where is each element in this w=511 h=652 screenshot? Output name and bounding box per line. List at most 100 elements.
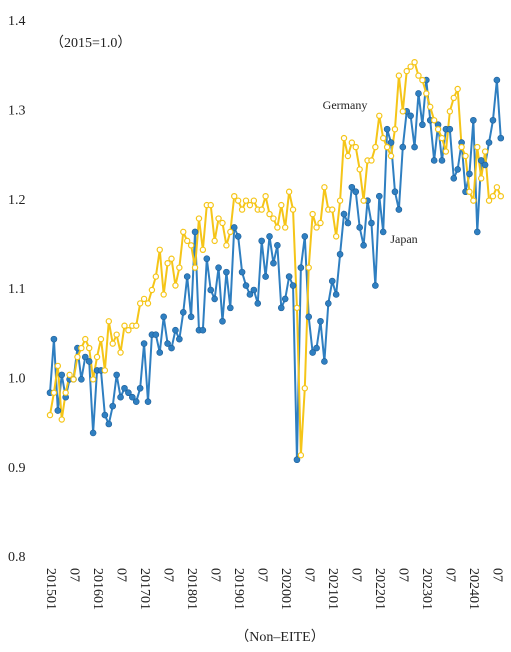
data-point — [399, 108, 406, 115]
data-point — [411, 59, 418, 66]
data-point — [164, 340, 171, 347]
data-point — [485, 139, 493, 146]
data-point — [383, 125, 391, 133]
data-point — [368, 157, 375, 164]
data-point — [227, 228, 234, 236]
data-point — [493, 76, 501, 84]
data-point — [172, 282, 179, 289]
data-point — [419, 121, 426, 129]
data-point — [309, 210, 316, 218]
data-point — [387, 139, 395, 146]
data-point — [250, 197, 258, 204]
data-point — [262, 192, 269, 200]
x-tick-label: 07 — [254, 568, 269, 582]
data-point — [493, 184, 501, 191]
data-point — [478, 175, 485, 182]
data-point — [242, 282, 250, 289]
data-point — [289, 282, 297, 289]
data-point — [82, 335, 89, 343]
data-point — [62, 389, 69, 396]
data-point — [136, 384, 144, 392]
data-point — [403, 67, 410, 75]
data-point — [117, 349, 124, 356]
data-point — [78, 376, 85, 383]
x-tick-label: 201801 — [184, 568, 199, 610]
data-point — [360, 197, 367, 204]
data-point — [317, 219, 324, 227]
data-point — [497, 134, 505, 142]
data-point — [223, 242, 230, 249]
data-point — [109, 340, 116, 347]
data-point — [427, 103, 434, 111]
data-point — [219, 219, 226, 227]
data-point — [278, 201, 285, 209]
data-point — [411, 143, 418, 151]
data-point — [74, 353, 81, 361]
y-tick-label: 0.9 — [8, 461, 26, 476]
legend-label: Germany — [323, 98, 368, 112]
data-point — [340, 134, 348, 142]
x-tick-label: 201601 — [90, 568, 105, 610]
data-point — [262, 273, 269, 280]
data-point — [246, 201, 254, 209]
data-point — [301, 233, 309, 240]
data-point — [454, 166, 461, 173]
data-point — [179, 309, 187, 316]
data-point — [481, 161, 489, 169]
data-point — [176, 264, 183, 271]
x-tick-label: 07 — [160, 568, 175, 582]
data-point — [450, 94, 457, 102]
data-point — [473, 228, 481, 236]
data-point — [85, 344, 93, 352]
x-tick-label: 07 — [443, 568, 458, 582]
x-tick-label: 201501 — [43, 568, 58, 610]
data-point — [242, 197, 250, 204]
x-tick-label: 07 — [349, 568, 364, 582]
data-point — [50, 335, 58, 343]
data-point — [430, 117, 438, 124]
data-point — [329, 206, 336, 213]
data-point — [121, 322, 128, 329]
data-point — [156, 246, 163, 253]
data-point — [234, 197, 242, 204]
data-point — [372, 143, 379, 151]
data-point — [293, 456, 301, 464]
data-point — [470, 197, 477, 204]
data-point — [379, 228, 387, 236]
data-point — [466, 170, 473, 178]
data-point — [199, 326, 207, 334]
data-point — [313, 224, 320, 231]
data-point — [399, 143, 407, 151]
data-point — [144, 398, 152, 405]
y-tick-label: 1.4 — [8, 14, 26, 29]
x-tick-label: 07 — [396, 568, 411, 582]
data-point — [266, 233, 273, 240]
data-point — [105, 420, 113, 428]
data-point — [191, 228, 199, 236]
data-point — [344, 219, 352, 227]
data-point — [78, 344, 85, 352]
data-point — [344, 152, 352, 160]
data-point — [317, 317, 324, 325]
data-point — [270, 215, 277, 222]
data-point — [234, 233, 242, 240]
data-point — [274, 242, 281, 249]
data-point — [391, 188, 399, 196]
data-point — [203, 255, 211, 263]
data-point — [50, 389, 58, 396]
data-point — [191, 264, 199, 271]
x-tick-label: 07 — [302, 568, 317, 582]
data-point — [325, 300, 332, 307]
data-point — [148, 286, 156, 294]
data-point — [58, 416, 65, 423]
data-point — [293, 304, 301, 312]
data-point — [423, 90, 430, 97]
data-point — [391, 125, 399, 133]
x-tick-label: 07 — [490, 568, 505, 582]
data-point — [438, 157, 446, 164]
data-point — [180, 228, 187, 236]
data-point — [462, 152, 469, 160]
data-point — [89, 429, 97, 437]
data-point — [407, 112, 414, 120]
